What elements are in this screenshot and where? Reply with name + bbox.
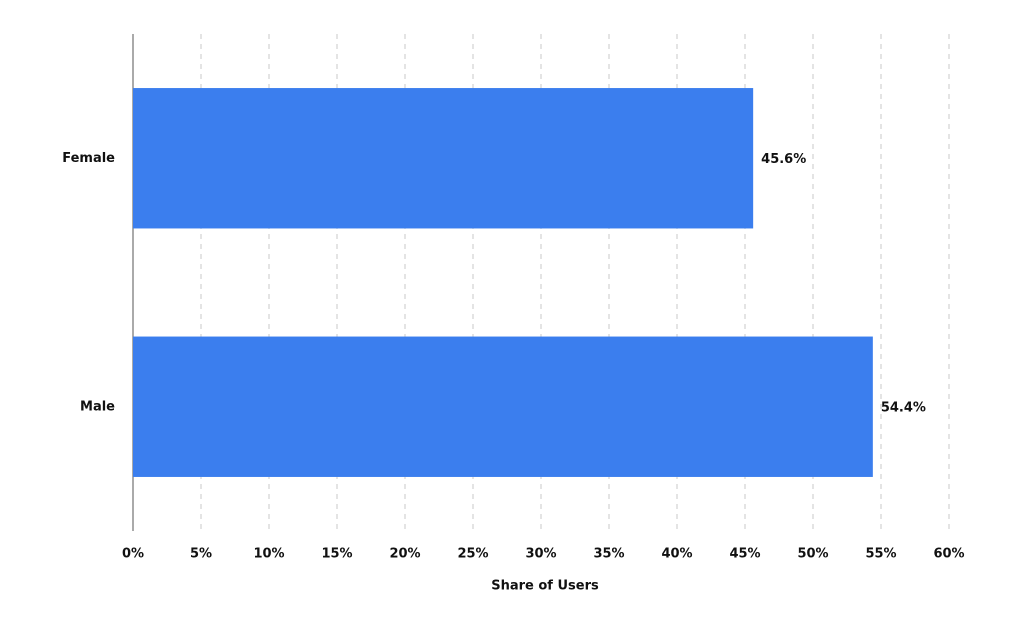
y-tick-label: Male — [80, 399, 115, 414]
bar — [133, 88, 754, 229]
data-label: 54.4% — [881, 400, 926, 415]
x-tick-label: 35% — [593, 547, 624, 562]
x-tick-label: 0% — [122, 547, 144, 562]
x-tick-label: 20% — [389, 547, 420, 562]
data-label: 45.6% — [761, 152, 806, 167]
x-tick-label: 5% — [190, 547, 212, 562]
bar — [133, 336, 873, 477]
x-tick-label: 15% — [321, 547, 352, 562]
y-tick-label: Female — [62, 151, 115, 166]
x-tick-label: 25% — [457, 547, 488, 562]
x-tick-label: 10% — [253, 547, 284, 562]
x-tick-label: 55% — [865, 547, 896, 562]
x-tick-label: 45% — [729, 547, 760, 562]
x-axis-label: Share of Users — [491, 579, 599, 594]
x-tick-label: 60% — [933, 547, 964, 562]
x-tick-label: 30% — [525, 547, 556, 562]
x-tick-label: 50% — [797, 547, 828, 562]
x-tick-label: 40% — [661, 547, 692, 562]
